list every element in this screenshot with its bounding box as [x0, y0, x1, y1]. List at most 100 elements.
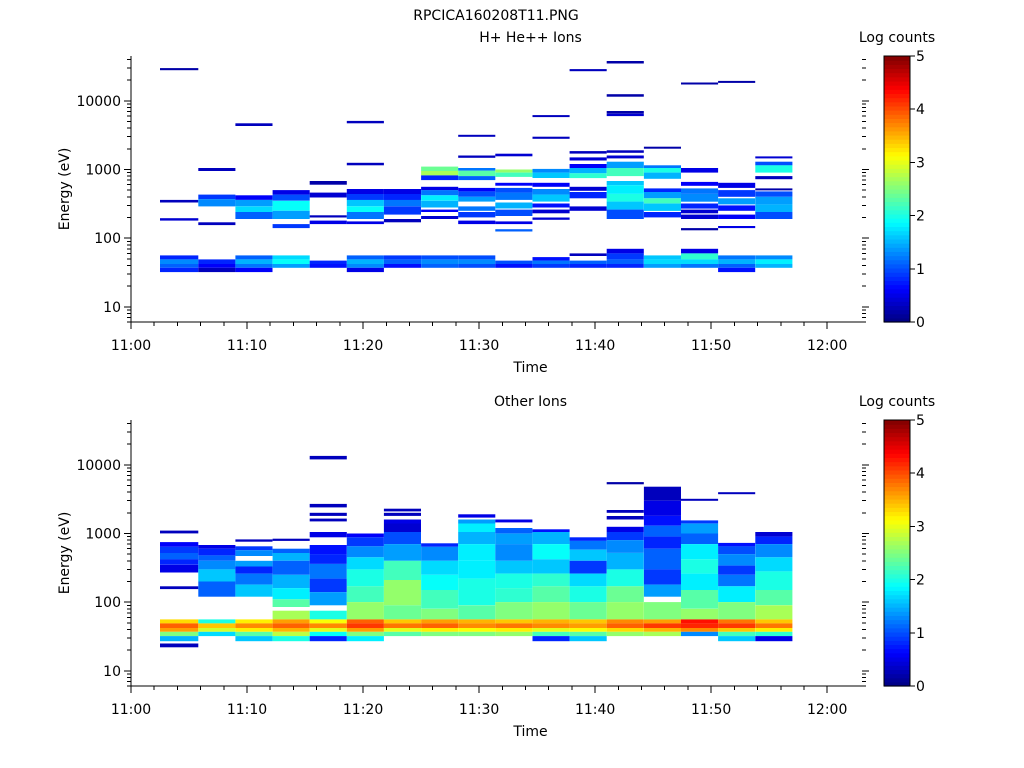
heatmap-cell — [755, 605, 793, 620]
heatmap-cell — [755, 636, 793, 642]
heatmap-cell — [272, 538, 310, 541]
heatmap-cell — [569, 586, 607, 603]
colorbar-segment — [884, 60, 910, 65]
heatmap-cell — [495, 528, 533, 534]
colorbar-tick-label: 3 — [916, 155, 925, 171]
heatmap-cell — [643, 255, 681, 260]
heatmap-cell — [755, 259, 793, 264]
colorbar-segment — [884, 251, 910, 257]
heatmap-cell — [755, 571, 793, 590]
heatmap-cell — [346, 162, 384, 166]
heatmap-cell — [532, 623, 570, 628]
heatmap-cell — [532, 260, 570, 264]
heatmap-cell — [383, 512, 421, 516]
colorbar-segment — [884, 648, 910, 654]
heatmap-cell — [272, 264, 310, 268]
heatmap-cell — [495, 588, 533, 603]
heatmap-cell — [495, 187, 533, 193]
heatmap-cell — [495, 202, 533, 209]
colorbar-segment — [884, 193, 910, 198]
heatmap-cell — [272, 210, 310, 219]
heatmap-cell — [198, 555, 236, 561]
y-tick-label: 100 — [94, 231, 121, 247]
heatmap-cell — [458, 514, 496, 518]
heatmap-cell — [309, 512, 347, 516]
heatmap-cell — [160, 546, 199, 553]
heatmap-cell — [421, 190, 459, 196]
x-axis-label: Time — [512, 360, 547, 376]
heatmap-cell — [718, 198, 756, 205]
heatmap-cell — [421, 216, 459, 219]
colorbar-segment — [884, 110, 910, 115]
heatmap-cell — [309, 220, 347, 225]
y-tick-label: 100 — [94, 595, 121, 611]
heatmap-cell — [383, 544, 421, 561]
x-tick-label: 11:30 — [459, 338, 499, 354]
heatmap-cell — [235, 566, 273, 574]
heatmap-cell — [346, 255, 384, 260]
heatmap-cell — [383, 628, 421, 632]
heatmap-cell — [532, 619, 570, 624]
heatmap-cell — [495, 182, 533, 186]
heatmap-cell — [755, 631, 793, 637]
colorbar-segment — [884, 656, 910, 662]
heatmap-cell — [458, 134, 496, 137]
heatmap-cell — [606, 209, 644, 219]
heatmap-cell — [495, 209, 533, 216]
heatmap-cell — [606, 181, 644, 186]
heatmap-cell — [569, 173, 607, 179]
heatmap-cell — [643, 525, 681, 537]
heatmap-cell — [495, 221, 533, 225]
heatmap-cell — [569, 264, 607, 268]
heatmap-cell — [643, 212, 681, 218]
heatmap-cell — [160, 542, 199, 547]
colorbar-segment — [884, 503, 910, 508]
heatmap-cell — [532, 209, 570, 214]
heatmap-cell — [643, 500, 681, 516]
heatmap-cell — [681, 228, 719, 231]
colorbar-segment — [884, 548, 910, 554]
heatmap-cell — [681, 259, 719, 264]
heatmap-cell — [458, 532, 496, 545]
heatmap-cell — [346, 537, 384, 547]
heatmap-cell — [755, 191, 793, 197]
heatmap-cell — [569, 151, 607, 154]
heatmap-cell — [458, 212, 496, 218]
heatmap-cell — [309, 518, 347, 522]
heatmap-cell — [569, 636, 607, 642]
heatmap-cell — [272, 548, 310, 553]
heatmap-cell — [383, 631, 421, 637]
colorbar-segment — [884, 301, 910, 306]
heatmap-cell — [643, 198, 681, 204]
heatmap-cell — [272, 560, 310, 575]
heatmap-cell — [569, 192, 607, 199]
heatmap-cell — [718, 255, 756, 260]
heatmap-cell — [495, 264, 533, 268]
heatmap-cell — [718, 259, 756, 264]
heatmap-cell — [272, 628, 310, 632]
colorbar-segment — [884, 640, 910, 646]
colorbar-segment — [884, 569, 910, 575]
colorbar-segment — [884, 56, 910, 61]
heatmap-cell — [606, 532, 644, 541]
heatmap-cell — [718, 565, 756, 575]
colorbar-tick-label: 5 — [916, 49, 925, 65]
heatmap-cell — [235, 619, 273, 624]
heatmap-cell — [272, 553, 310, 561]
heatmap-cell — [532, 559, 570, 574]
colorbar-segment — [884, 661, 910, 666]
x-tick-label: 11:20 — [343, 702, 383, 718]
heatmap-cell — [309, 264, 347, 268]
heatmap-cell — [532, 602, 570, 620]
colorbar-segment — [884, 573, 910, 579]
colorbar-segment — [884, 118, 910, 124]
heatmap-cell — [309, 592, 347, 606]
heatmap-cell — [458, 623, 496, 628]
heatmap-cell — [235, 259, 273, 264]
heatmap-cell — [235, 539, 273, 542]
heatmap-cell — [606, 161, 644, 169]
colorbar-segment — [884, 436, 910, 442]
heatmap-cell — [643, 188, 681, 192]
heatmap-cell — [198, 259, 236, 264]
